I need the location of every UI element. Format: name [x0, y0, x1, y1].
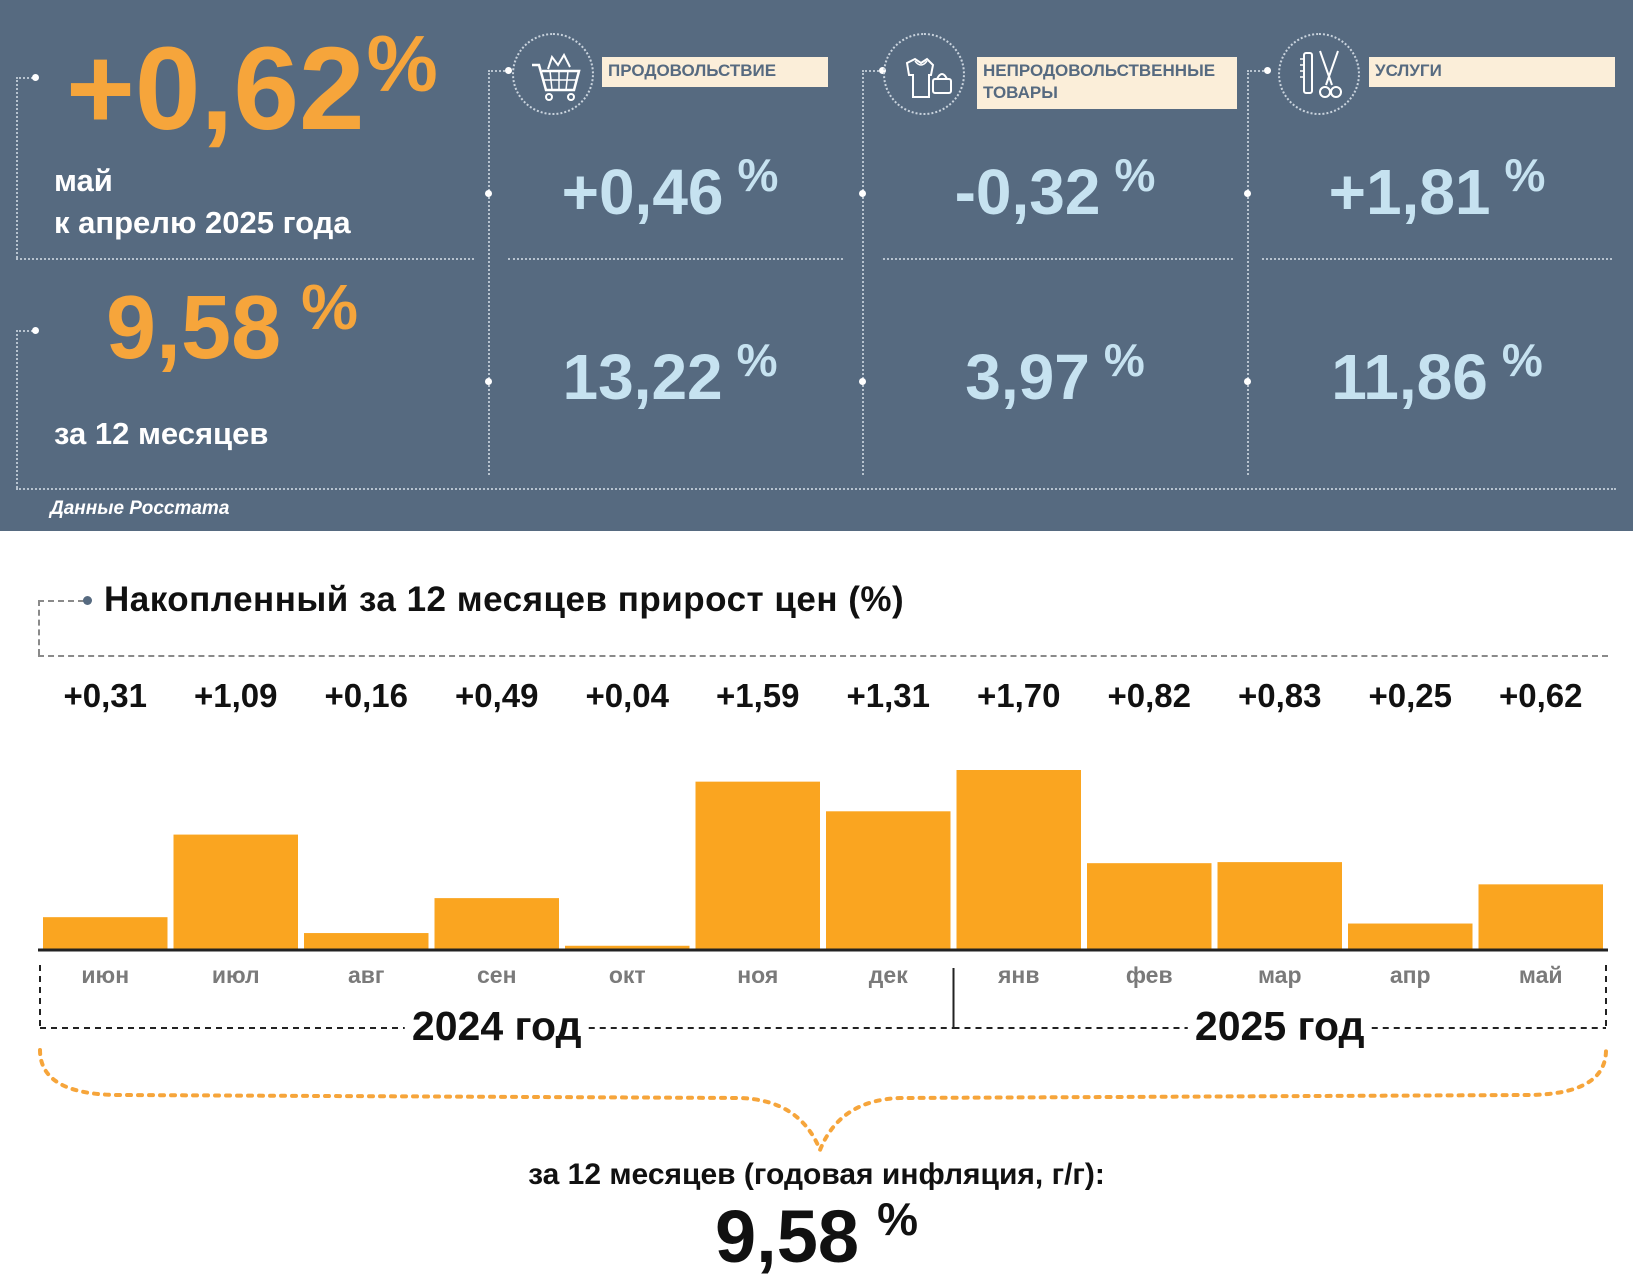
bullet-dot [32, 74, 39, 81]
total-brace [38, 1048, 1608, 1155]
bullet-dot [1244, 190, 1251, 197]
bullet-dot [879, 67, 886, 74]
month-label: янв [997, 962, 1039, 988]
title-connector [38, 600, 84, 602]
divider [16, 258, 474, 260]
divider [862, 70, 864, 475]
value-label: +0,16 [325, 677, 409, 714]
bar-июн [43, 917, 168, 950]
bar-авг [304, 933, 429, 950]
bullet-dot [505, 67, 512, 74]
nonfood-annual-value: 3,97% [965, 334, 1145, 413]
value-label: +0,04 [586, 677, 670, 714]
divider [862, 70, 882, 72]
divider [1247, 70, 1267, 72]
food-monthly-value: +0,46% [561, 149, 779, 228]
month-label: фев [1126, 962, 1173, 988]
bar-сен [434, 898, 559, 950]
value-label: +0,31 [64, 677, 148, 714]
bar-ноя [695, 781, 820, 950]
divider [1247, 70, 1249, 475]
value-label: +0,62 [1499, 677, 1583, 714]
category-label-nonfood: НЕПРОДОВОЛЬСТВЕННЫЕ ТОВАРЫ [977, 57, 1237, 109]
comb-scissors-icon [1278, 33, 1360, 115]
divider [16, 77, 18, 258]
value-label: +1,09 [194, 677, 278, 714]
title-underline [38, 655, 1608, 657]
bar-chart: +0,31 +1,09 +0,16 +0,49 +0,04 +1,59 +1,31 +1,70… [38, 677, 1608, 1155]
divider [16, 330, 36, 332]
year-label: 2025 год [1195, 1003, 1365, 1049]
bar-июл [173, 834, 298, 950]
shopping-cart-icon [512, 33, 594, 115]
title-connector [38, 600, 40, 655]
services-monthly-value: +1,81% [1328, 149, 1546, 228]
month-label: май [1519, 962, 1563, 988]
bullet-dot [485, 190, 492, 197]
divider [508, 258, 843, 260]
month-label: сен [477, 962, 516, 988]
services-annual-value: 11,86% [1331, 334, 1543, 413]
divider [883, 258, 1233, 260]
month-label: авг [348, 962, 385, 988]
summary-panel: +0,62% май к апрелю 2025 года 9,58% за 1… [0, 0, 1633, 531]
chart-title: Накопленный за 12 месяцев прирост цен (%… [104, 580, 905, 619]
bullet-dot [32, 327, 39, 334]
monthly-caption: май к апрелю 2025 года [54, 163, 351, 240]
bullet-dot [859, 378, 866, 385]
month-label: июн [81, 962, 129, 988]
annual-inflation-value: 9,58% [106, 271, 359, 378]
source-note: Данные Росстата [50, 498, 230, 519]
divider [488, 70, 490, 475]
value-label: +1,59 [716, 677, 800, 714]
month-label: июл [212, 962, 260, 988]
bar-окт [565, 945, 690, 950]
food-annual-value: 13,22% [562, 334, 778, 413]
bullet-dot [1244, 378, 1251, 385]
value-label: +0,49 [455, 677, 539, 714]
category-label-food: ПРОДОВОЛЬСТВИЕ [602, 57, 828, 87]
divider [16, 330, 18, 488]
divider [488, 70, 508, 72]
month-label: окт [609, 962, 646, 988]
bullet-dot [83, 596, 92, 605]
bar-апр [1348, 923, 1473, 950]
bar-дек [826, 811, 951, 950]
value-label: +0,82 [1108, 677, 1192, 714]
bullet-dot [485, 378, 492, 385]
divider [1262, 258, 1612, 260]
monthly-inflation-value: +0,62% [66, 19, 438, 155]
total-caption: за 12 месяцев (годовая инфляция, г/г): [528, 1158, 1105, 1191]
clothing-bag-icon [883, 33, 965, 115]
value-label: +1,31 [847, 677, 931, 714]
month-label: дек [869, 962, 908, 988]
month-label: апр [1390, 962, 1431, 988]
nonfood-monthly-value: -0,32% [954, 149, 1156, 228]
bar-май [1478, 884, 1603, 950]
bullet-dot [1264, 67, 1271, 74]
bar-фев [1087, 863, 1212, 950]
year-label: 2024 год [412, 1003, 582, 1049]
annual-caption: за 12 месяцев [54, 416, 269, 451]
bullet-dot [859, 190, 866, 197]
divider [16, 488, 1616, 490]
value-label: +0,25 [1369, 677, 1453, 714]
bar-янв [956, 770, 1081, 950]
value-label: +1,70 [977, 677, 1061, 714]
month-label: ноя [737, 962, 778, 988]
month-label: мар [1258, 962, 1302, 988]
bar-мар [1217, 862, 1342, 950]
divider [16, 77, 36, 79]
total-value: 9,58% [715, 1193, 918, 1278]
value-label: +0,83 [1238, 677, 1322, 714]
category-label-services: УСЛУГИ [1369, 57, 1615, 87]
